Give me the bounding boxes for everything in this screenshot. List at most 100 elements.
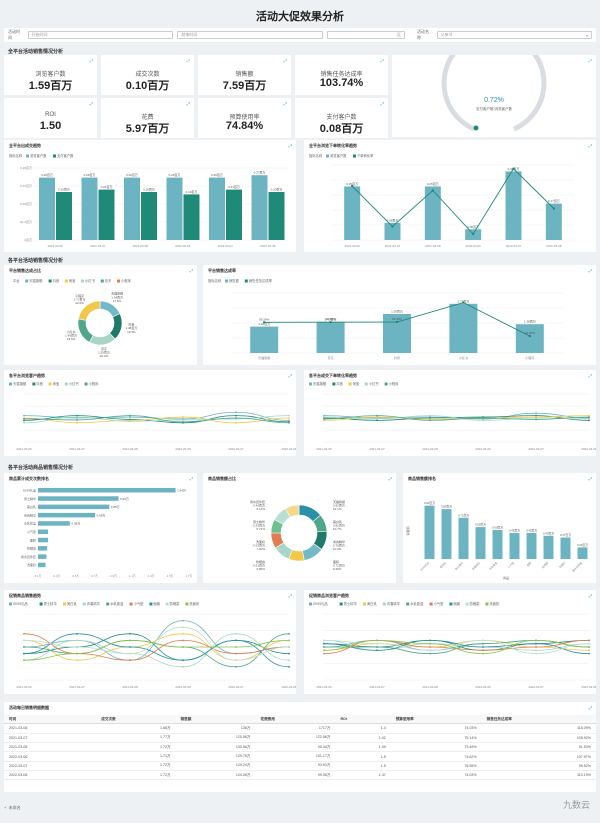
table-cell: 129.78万 [175, 751, 256, 762]
expand-icon[interactable]: ⤢ [588, 268, 592, 273]
legend-label: 支付客户数 [57, 153, 74, 158]
data-label: 0.05百万 [467, 225, 479, 229]
kpi-value: 103.74% [319, 77, 364, 89]
slice-label: 1.34百万 [111, 295, 123, 299]
table-cell: 95.04万 [255, 742, 336, 753]
column-header[interactable]: 花费费用 [255, 715, 336, 725]
expand-icon[interactable]: ⤢ [588, 705, 592, 710]
table-cell: 110.19% [481, 770, 596, 781]
plus-icon[interactable]: + [4, 805, 7, 810]
region-select[interactable]: 区 [327, 31, 405, 39]
expand-icon[interactable]: ⤢ [380, 58, 384, 63]
data-label: 0.20百万 [271, 188, 283, 192]
page-title: 活动大促效果分析 [256, 11, 344, 23]
point [76, 646, 78, 648]
x-tick-label: 1.3万 [148, 574, 155, 578]
point [235, 659, 237, 662]
expand-icon[interactable]: ⤢ [288, 593, 292, 598]
expand-icon[interactable]: ⤢ [388, 476, 392, 481]
end-date-input[interactable]: 结束时间 [177, 31, 324, 39]
column-header[interactable]: 时间 [4, 715, 97, 725]
point [182, 619, 184, 622]
slice-label: 美白乳 [333, 519, 342, 524]
expand-icon[interactable]: ⤢ [588, 593, 592, 598]
kpi-card: ⤢ 支付客户数 0.08百万 [295, 98, 388, 138]
legend-label: 防晒霜 [170, 601, 181, 606]
expand-icon[interactable]: ⤢ [588, 373, 592, 378]
point [482, 646, 484, 648]
x-tick-label: 2022-03-06 [175, 447, 191, 451]
slice-label: 天猫旗舰 [111, 291, 123, 296]
legend-swatch [39, 602, 43, 606]
point [482, 652, 484, 655]
point [23, 418, 25, 420]
y-tick-label: 防晒霜 [27, 546, 36, 551]
sheet-tab[interactable]: + 未命名 [4, 805, 21, 811]
gauge-value: 0.72% [484, 97, 504, 104]
expand-icon[interactable]: ⤢ [186, 101, 190, 106]
bar [543, 535, 554, 559]
slice-label: 0.51百万 [253, 564, 265, 568]
expand-icon[interactable]: ⤢ [288, 373, 292, 378]
column-header[interactable]: 销售额 [175, 715, 256, 725]
point [288, 632, 290, 635]
x-tick-label: SK99礼品 [419, 561, 430, 572]
point [288, 659, 290, 662]
slice-label: 面膜 [333, 559, 339, 564]
table-cell: 1717万 [255, 723, 336, 734]
table-cell: 129.24万 [175, 761, 256, 772]
point [235, 632, 237, 635]
point [588, 649, 590, 652]
region-text: 区 [396, 32, 401, 37]
expand-icon[interactable]: ⤢ [89, 101, 93, 106]
data-label: 0.19百万 [186, 190, 198, 194]
slice-label: 0.46百万 [253, 504, 265, 508]
kpi-value: 0.08百万 [319, 123, 364, 135]
legend-swatch [225, 279, 228, 283]
column-header[interactable]: ROI [335, 715, 391, 725]
x-tick-label: 2021-03-06 [344, 244, 360, 248]
x-tick-label: 2021-03-06 [16, 447, 32, 451]
expand-icon[interactable]: ⤢ [588, 476, 592, 481]
slice-label: 1.55百万 [98, 350, 110, 354]
expand-icon[interactable]: ⤢ [588, 143, 592, 148]
bar [526, 532, 537, 559]
expand-icon[interactable]: ⤢ [288, 143, 292, 148]
expand-icon[interactable]: ⤢ [588, 58, 592, 63]
expand-icon[interactable]: ⤢ [189, 268, 193, 273]
data-label: 0.85万 [111, 505, 120, 509]
end-date-text: 结束时间 [181, 32, 198, 37]
point [76, 421, 78, 424]
point [535, 646, 537, 648]
expand-icon[interactable]: ⤢ [189, 476, 193, 481]
slice-label: 洗面奶 [256, 539, 265, 544]
expand-icon[interactable]: ⤢ [283, 58, 287, 63]
activity-select[interactable]: 父亲节 ▾ [436, 31, 593, 39]
expand-icon[interactable]: ⤢ [89, 58, 93, 63]
bar [251, 175, 268, 240]
column-header[interactable]: 销售任务达成率 [481, 715, 596, 725]
column-header[interactable]: 成交次数 [96, 715, 176, 725]
panel-title: 全平台出成交趋势 [9, 143, 41, 148]
traffic-panel: 全平台出成交趋势 ⤢ 指标名称 浏览客户数 支付客户数 0.26百万 0.22百万 0.1… [4, 140, 296, 252]
x-tick-label: 2022-03-06 [465, 244, 481, 248]
point [535, 417, 537, 419]
slice-label: 19.6% [67, 337, 76, 341]
table-row: 2021-03-06 1.68万 136万 1717万 1.4 74.03% 115.09% [4, 723, 596, 734]
expand-icon[interactable]: ⤢ [283, 101, 287, 106]
bar [577, 547, 588, 559]
panel-title: 平台销售达成率 [208, 268, 236, 273]
start-date-input[interactable]: 开始时间 [27, 31, 174, 39]
point [376, 642, 378, 645]
legend-swatch [26, 154, 29, 158]
table-cell: 2022-03-06 [4, 751, 97, 762]
legend-swatch [185, 602, 189, 606]
section-title-1: 全平台活动销售情况分析 [8, 49, 64, 55]
legend-swatch [326, 154, 329, 158]
gauge-track [441, 55, 547, 132]
expand-icon[interactable]: ⤢ [186, 58, 190, 63]
point [23, 632, 25, 635]
expand-icon[interactable]: ⤢ [380, 101, 384, 106]
data-label: 0.08百万 [387, 218, 399, 222]
column-header[interactable]: 预算使用率 [390, 715, 482, 725]
